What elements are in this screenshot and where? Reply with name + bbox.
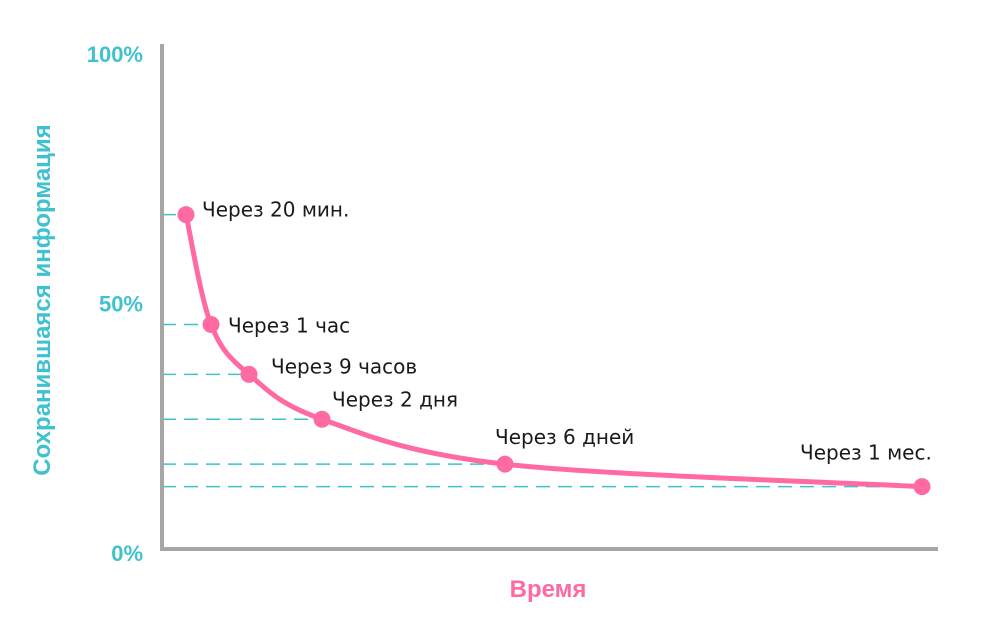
y-tick-label-50: 50% bbox=[99, 292, 143, 317]
point-labels: Через 20 мин. Через 1 час Через 9 часов … bbox=[202, 198, 932, 465]
data-point-5 bbox=[913, 478, 931, 496]
y-tick-labels: 100% 50% 0% bbox=[87, 42, 143, 566]
data-point-1 bbox=[202, 315, 220, 333]
point-label-20min: Через 20 мин. bbox=[202, 198, 349, 222]
y-tick-label-100: 100% bbox=[87, 42, 143, 67]
x-axis-title: Время bbox=[510, 576, 587, 603]
point-label-2d: Через 2 дня bbox=[332, 387, 458, 411]
point-label-1h: Через 1 час bbox=[228, 313, 350, 337]
data-point-2 bbox=[240, 365, 258, 383]
data-point-3 bbox=[313, 410, 331, 428]
point-label-9h: Через 9 часов bbox=[271, 354, 417, 378]
y-tick-label-0: 0% bbox=[111, 541, 143, 566]
guide-lines bbox=[162, 213, 922, 488]
axes bbox=[160, 44, 938, 551]
data-points bbox=[177, 206, 931, 496]
data-point-0 bbox=[177, 206, 195, 224]
data-point-4 bbox=[496, 455, 514, 473]
point-label-6d: Через 6 дней bbox=[495, 425, 634, 449]
y-axis-title: Сохранившаяся информация bbox=[29, 124, 56, 475]
point-label-1m: Через 1 мес. bbox=[800, 441, 932, 465]
